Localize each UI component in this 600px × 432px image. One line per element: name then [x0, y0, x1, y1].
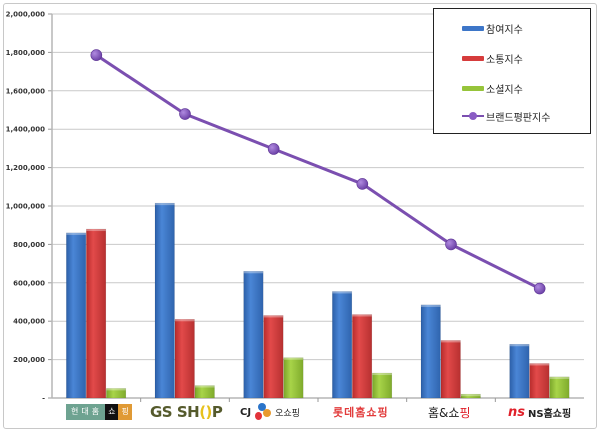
- logo-text: 핑: [459, 405, 471, 420]
- y-tick-label: 600,000: [13, 279, 45, 287]
- logo-hyundai-homeshopping: 현대홈 쇼 핑: [66, 403, 132, 421]
- logo-text: 쇼: [105, 404, 119, 420]
- logo-text: 오쇼핑: [275, 408, 300, 419]
- y-tick-label: 800,000: [13, 241, 45, 249]
- bar: [194, 385, 215, 399]
- logo-text: 핑: [118, 404, 132, 420]
- ns-mark-icon: ns: [508, 404, 525, 420]
- legend-item-social: 소셜지수: [462, 81, 523, 96]
- bars: [66, 202, 570, 399]
- y-tick-label: 1,200,000: [6, 164, 46, 172]
- y-tick-label: 1,600,000: [6, 87, 46, 95]
- line-point: [356, 178, 369, 190]
- logo-text: 현대홈: [66, 404, 106, 420]
- line-marker-icon: [462, 112, 484, 120]
- brand-reputation-line: [90, 49, 546, 295]
- y-tick-label: 400,000: [13, 318, 45, 326]
- logo-text: P: [211, 403, 223, 421]
- logo-gs-shop: GS SH() P: [150, 403, 223, 421]
- bar: [460, 393, 481, 399]
- legend-item-participation: 참여지수: [462, 21, 523, 36]
- logo-ns-homeshopping: ns NS홈쇼핑: [508, 403, 571, 421]
- line-point: [533, 282, 546, 295]
- bar: [332, 291, 353, 399]
- bar: [549, 376, 570, 399]
- bar: [420, 304, 441, 399]
- y-tick-label: -: [42, 395, 45, 403]
- line-point: [445, 238, 457, 251]
- legend-label: 브랜드평판지수: [486, 112, 551, 124]
- logo-text: (): [199, 403, 212, 421]
- logo-text: 롯데홈쇼핑: [333, 406, 389, 419]
- bar: [440, 340, 461, 399]
- legend-label: 참여지수: [486, 24, 523, 36]
- legend-item-brand-reputation: 브랜드평판지수: [462, 109, 551, 124]
- bar: [174, 319, 195, 399]
- legend-label: 소통지수: [486, 54, 523, 66]
- logo-home-and-shopping: 홈&쇼 핑: [428, 403, 471, 421]
- legend-item-communication: 소통지수: [462, 51, 523, 66]
- line-point: [90, 49, 103, 61]
- y-tick-label: 1,000,000: [6, 203, 46, 211]
- legend-label: 소셜지수: [486, 84, 523, 96]
- bar: [154, 202, 175, 399]
- blue-swatch-icon: [462, 25, 484, 31]
- bar: [509, 343, 530, 399]
- bar: [66, 232, 87, 399]
- line-point: [179, 108, 191, 120]
- bar: [106, 388, 127, 399]
- y-tick-label: 1,400,000: [6, 126, 46, 134]
- bar: [243, 271, 264, 399]
- line-point: [267, 143, 280, 155]
- y-tick-label: 200,000: [13, 356, 45, 364]
- bar: [352, 314, 373, 399]
- logo-lotte-homeshopping: 롯데홈쇼핑: [333, 403, 389, 421]
- red-swatch-icon: [462, 55, 484, 61]
- cj-petal-icon: [254, 403, 272, 421]
- bar: [372, 372, 393, 399]
- logo-text: NS홈쇼핑: [528, 408, 572, 420]
- bar: [529, 363, 550, 399]
- logo-text: GS SH: [150, 403, 200, 421]
- logo-text: CJ: [240, 406, 252, 418]
- y-axis: - 200,000 400,000 600,000 800,000 1,000,000 1,…: [6, 11, 584, 403]
- bar: [86, 228, 107, 399]
- y-tick-label: 1,800,000: [6, 49, 46, 57]
- chart-legend: 참여지수 소통지수 소셜지수 브랜드평판지수: [433, 8, 591, 134]
- bar: [263, 315, 284, 399]
- green-swatch-icon: [462, 85, 484, 91]
- bar: [283, 357, 304, 399]
- logo-cj-oshopping: CJ 오쇼핑: [240, 403, 300, 421]
- y-tick-label: 2,000,000: [6, 11, 46, 19]
- logo-text: 홈&쇼: [428, 405, 460, 420]
